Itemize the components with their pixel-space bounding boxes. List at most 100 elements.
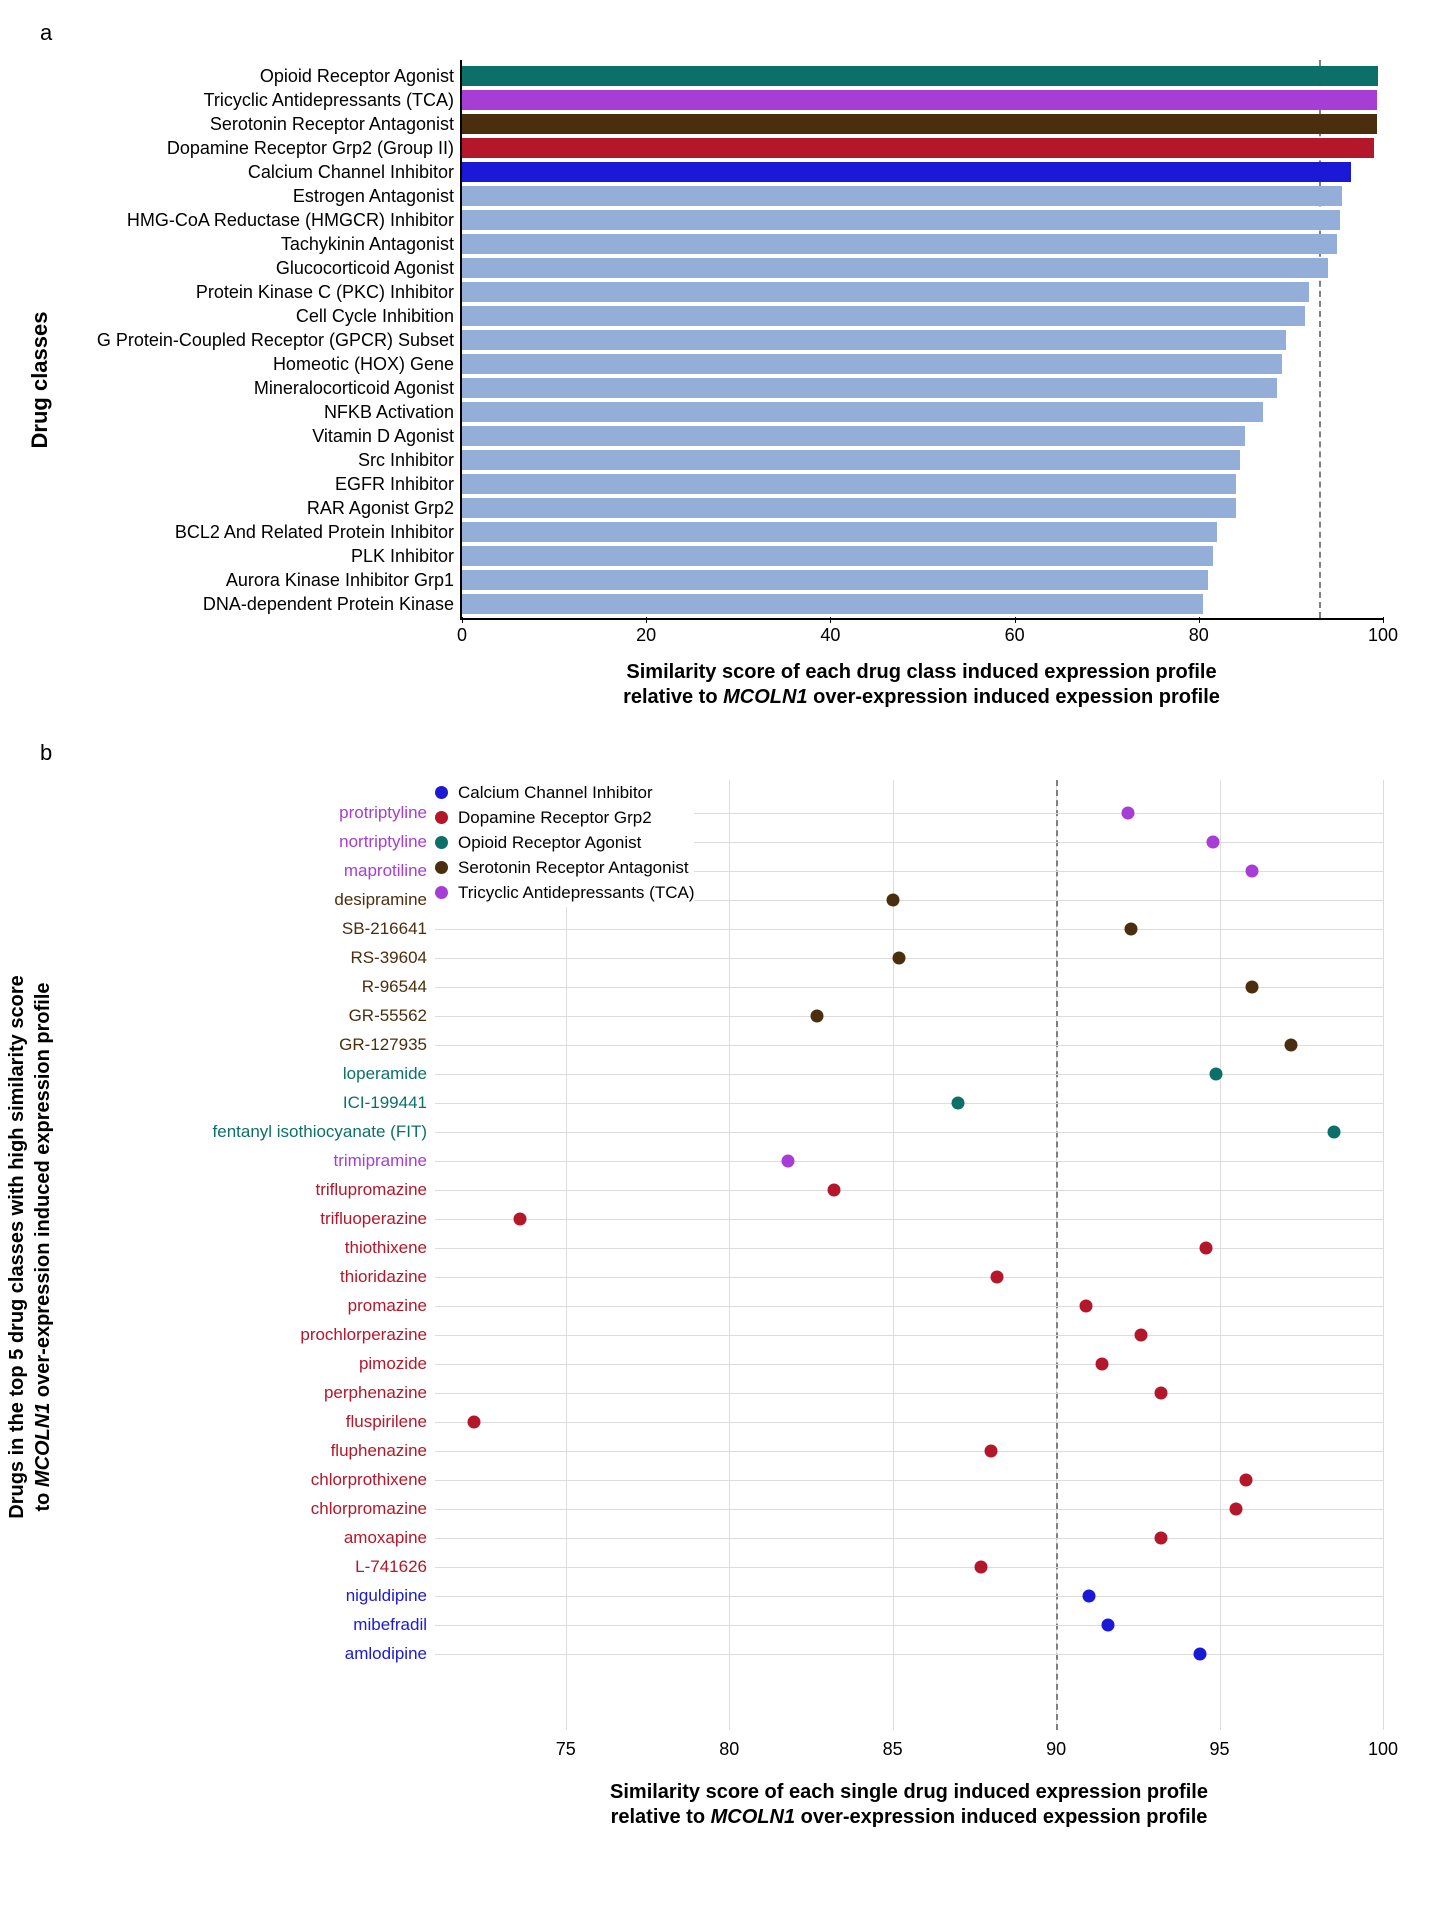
drug-label: desipramine <box>57 890 435 910</box>
drug-label: pimozide <box>57 1354 435 1374</box>
italic-text: MCOLN1 <box>711 1806 795 1828</box>
bar-row: Src Inhibitor <box>462 450 1383 470</box>
legend-label: Calcium Channel Inhibitor <box>458 783 653 803</box>
data-point <box>1285 1039 1298 1052</box>
row-gridline <box>435 1364 1383 1365</box>
drug-label: fluspirilene <box>57 1412 435 1432</box>
figure: a Drug classes 020406080100Opioid Recept… <box>0 0 1433 1870</box>
drug-label: R-96544 <box>57 977 435 997</box>
xtick: 20 <box>636 625 656 646</box>
data-point <box>1327 1126 1340 1139</box>
bar-row: DNA-dependent Protein Kinase <box>462 594 1383 614</box>
drug-label: ICI-199441 <box>57 1093 435 1113</box>
dot-row: fluspirilene <box>435 1409 1383 1435</box>
bar-row: NFKB Activation <box>462 402 1383 422</box>
bar-label: Opioid Receptor Agonist <box>54 66 462 87</box>
data-point <box>1154 1387 1167 1400</box>
bar-label: DNA-dependent Protein Kinase <box>54 594 462 615</box>
bar <box>462 450 1240 470</box>
bar-label: Tachykinin Antagonist <box>54 234 462 255</box>
data-point <box>1122 807 1135 820</box>
bar <box>462 330 1286 350</box>
xtick: 60 <box>1005 625 1025 646</box>
row-gridline <box>435 1567 1383 1568</box>
xtick: 95 <box>1210 1739 1230 1760</box>
bar-label: EGFR Inhibitor <box>54 474 462 495</box>
row-gridline <box>435 1219 1383 1220</box>
row-gridline <box>435 1306 1383 1307</box>
data-point <box>782 1155 795 1168</box>
row-gridline <box>435 1190 1383 1191</box>
dot-row: loperamide <box>435 1061 1383 1087</box>
data-point <box>1135 1329 1148 1342</box>
bar-label: Tricyclic Antidepressants (TCA) <box>54 90 462 111</box>
data-point <box>1125 923 1138 936</box>
row-gridline <box>435 1132 1383 1133</box>
bar-label: PLK Inhibitor <box>54 546 462 567</box>
xtick: 0 <box>457 625 467 646</box>
text: Similarity score of each drug class indu… <box>626 661 1216 683</box>
text: relative to <box>623 686 723 708</box>
row-gridline <box>435 958 1383 959</box>
legend-dot <box>435 836 448 849</box>
dot-row: triflupromazine <box>435 1177 1383 1203</box>
xtick: 80 <box>1189 625 1209 646</box>
data-point <box>1095 1358 1108 1371</box>
data-point <box>1082 1590 1095 1603</box>
legend-item: Serotonin Receptor Antagonist <box>435 855 694 880</box>
drug-label: GR-55562 <box>57 1006 435 1026</box>
data-point <box>1207 836 1220 849</box>
drug-label: amoxapine <box>57 1528 435 1548</box>
data-point <box>827 1184 840 1197</box>
bar-label: Dopamine Receptor Grp2 (Group II) <box>54 138 462 159</box>
bar-row: Mineralocorticoid Agonist <box>462 378 1383 398</box>
bar-row: HMG-CoA Reductase (HMGCR) Inhibitor <box>462 210 1383 230</box>
dot-row: RS-39604 <box>435 945 1383 971</box>
data-point <box>886 894 899 907</box>
panel-b-plot-area: Calcium Channel InhibitorDopamine Recept… <box>435 780 1383 1730</box>
bar <box>462 66 1378 86</box>
bar-label: Protein Kinase C (PKC) Inhibitor <box>54 282 462 303</box>
bar-row: Dopamine Receptor Grp2 (Group II) <box>462 138 1383 158</box>
dot-row: promazine <box>435 1293 1383 1319</box>
bar <box>462 378 1277 398</box>
dot-row: GR-127935 <box>435 1032 1383 1058</box>
legend-dot <box>435 886 448 899</box>
legend-dot <box>435 786 448 799</box>
text: Similarity score of each single drug ind… <box>610 1781 1208 1803</box>
row-gridline <box>435 929 1383 930</box>
row-gridline <box>435 1625 1383 1626</box>
legend-dot <box>435 811 448 824</box>
bar-label: Estrogen Antagonist <box>54 186 462 207</box>
dot-row: trifluoperazine <box>435 1206 1383 1232</box>
bar-label: G Protein-Coupled Receptor (GPCR) Subset <box>54 330 462 351</box>
data-point <box>1079 1300 1092 1313</box>
drug-label: GR-127935 <box>57 1035 435 1055</box>
legend-label: Serotonin Receptor Antagonist <box>458 858 689 878</box>
panel-b-ylabel: Drugs in the top 5 drug classes with hig… <box>4 975 56 1518</box>
bar <box>462 426 1245 446</box>
bar <box>462 234 1337 254</box>
bar-label: Aurora Kinase Inhibitor Grp1 <box>54 570 462 591</box>
text: to <box>32 1487 54 1511</box>
legend-item: Dopamine Receptor Grp2 <box>435 805 694 830</box>
dot-row: amlodipine <box>435 1641 1383 1667</box>
legend-dot <box>435 861 448 874</box>
text: over-expression induced expession profil… <box>795 1806 1207 1828</box>
drug-label: thiothixene <box>57 1238 435 1258</box>
drug-label: fluphenazine <box>57 1441 435 1461</box>
bar-label: Calcium Channel Inhibitor <box>54 162 462 183</box>
data-point <box>1200 1242 1213 1255</box>
row-gridline <box>435 1161 1383 1162</box>
drug-label: chlorprothixene <box>57 1470 435 1490</box>
bar <box>462 114 1377 134</box>
bar-row: Protein Kinase C (PKC) Inhibitor <box>462 282 1383 302</box>
text: relative to <box>611 1806 711 1828</box>
bar-row: Vitamin D Agonist <box>462 426 1383 446</box>
drug-label: thioridazine <box>57 1267 435 1287</box>
drug-label: trimipramine <box>57 1151 435 1171</box>
drug-label: L-741626 <box>57 1557 435 1577</box>
dot-row: GR-55562 <box>435 1003 1383 1029</box>
data-point <box>513 1213 526 1226</box>
text: over-expression induced expession profil… <box>808 686 1220 708</box>
